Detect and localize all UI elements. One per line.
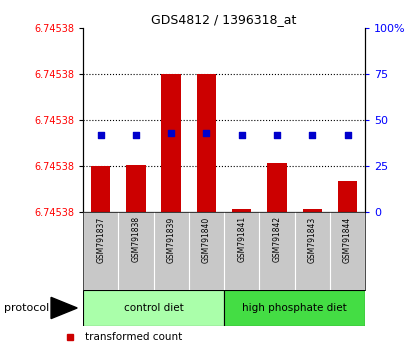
Text: GSM791841: GSM791841: [237, 216, 246, 262]
Bar: [232, 209, 251, 212]
Bar: [338, 181, 357, 212]
Point: [97, 132, 104, 138]
Bar: [91, 166, 110, 212]
Text: high phosphate diet: high phosphate diet: [242, 303, 347, 313]
Text: GSM791838: GSM791838: [132, 216, 140, 262]
Point: [168, 130, 174, 136]
Point: [309, 132, 315, 138]
Bar: [303, 209, 322, 212]
Text: GSM791843: GSM791843: [308, 216, 317, 263]
Text: GSM791839: GSM791839: [167, 216, 176, 263]
Text: GSM791842: GSM791842: [273, 216, 281, 262]
Bar: [224, 290, 365, 326]
Text: control diet: control diet: [124, 303, 183, 313]
Bar: [197, 74, 216, 212]
Bar: [126, 165, 146, 212]
Bar: [83, 290, 224, 326]
Bar: [267, 163, 287, 212]
Point: [203, 130, 210, 136]
Point: [238, 132, 245, 138]
Point: [133, 132, 139, 138]
Text: GSM791840: GSM791840: [202, 216, 211, 263]
Bar: [161, 74, 181, 212]
Text: transformed count: transformed count: [85, 332, 182, 342]
Text: protocol: protocol: [4, 303, 49, 313]
Point: [344, 132, 351, 138]
Point: [274, 132, 281, 138]
Polygon shape: [51, 297, 77, 319]
Text: GSM791844: GSM791844: [343, 216, 352, 263]
Text: GSM791837: GSM791837: [96, 216, 105, 263]
Title: GDS4812 / 1396318_at: GDS4812 / 1396318_at: [151, 13, 297, 26]
